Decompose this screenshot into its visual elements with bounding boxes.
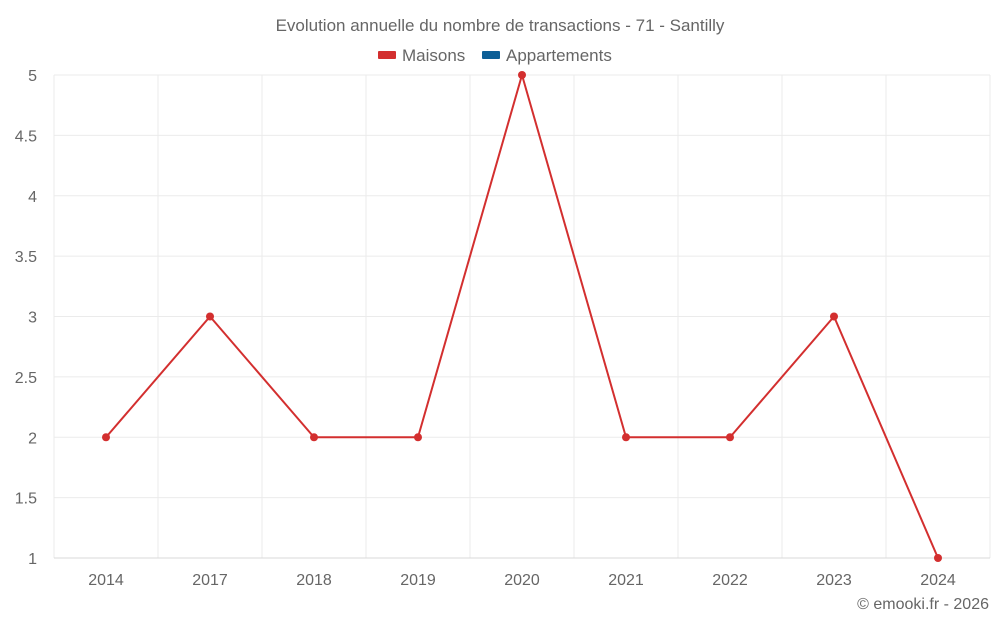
x-tick-label: 2014 — [88, 572, 124, 589]
y-tick-label: 4.5 — [15, 128, 37, 145]
data-point[interactable] — [310, 433, 318, 442]
data-point[interactable] — [830, 312, 838, 321]
y-tick-label: 3 — [28, 310, 37, 327]
legend-label-maisons: Maisons — [402, 46, 465, 65]
x-tick-label: 2019 — [400, 572, 436, 589]
y-tick-label: 5 — [28, 68, 37, 85]
y-tick-label: 3.5 — [15, 249, 37, 266]
legend-item-maisons[interactable]: Maisons — [378, 46, 465, 65]
x-axis: 2014 2017 2018 2019 2020 2021 2022 2023 2024 — [54, 557, 990, 589]
x-tick-label: 2020 — [504, 572, 540, 589]
x-tick-label: 2018 — [296, 572, 332, 589]
legend-swatch-appartements — [482, 51, 500, 59]
data-point[interactable] — [414, 433, 422, 442]
series-maisons — [102, 71, 942, 562]
y-tick-label: 4 — [28, 189, 37, 206]
y-tick-label: 1.5 — [15, 491, 37, 508]
data-point[interactable] — [518, 71, 526, 79]
y-tick-label: 2 — [28, 430, 37, 447]
data-point[interactable] — [622, 433, 630, 442]
x-tick-label: 2021 — [608, 572, 644, 589]
y-tick-label: 2.5 — [15, 370, 37, 387]
x-tick-label: 2022 — [712, 572, 748, 589]
x-tick-label: 2017 — [192, 572, 228, 589]
data-point[interactable] — [206, 312, 214, 321]
credit-text: © emooki.fr - 2026 — [857, 596, 989, 613]
x-tick-label: 2024 — [920, 572, 956, 589]
legend: Maisons Appartements — [378, 46, 612, 65]
y-axis: 1 1.5 2 2.5 3 3.5 4 4.5 5 — [15, 68, 37, 568]
chart-title: Evolution annuelle du nombre de transact… — [276, 16, 725, 35]
data-point[interactable] — [726, 433, 734, 442]
gridlines — [53, 74, 991, 558]
data-point[interactable] — [934, 554, 942, 562]
legend-swatch-maisons — [378, 51, 396, 59]
x-tick-label: 2023 — [816, 572, 852, 589]
legend-item-appartements[interactable]: Appartements — [482, 46, 612, 65]
y-tick-label: 1 — [28, 551, 37, 568]
data-point[interactable] — [102, 433, 110, 442]
legend-label-appartements: Appartements — [506, 46, 612, 65]
